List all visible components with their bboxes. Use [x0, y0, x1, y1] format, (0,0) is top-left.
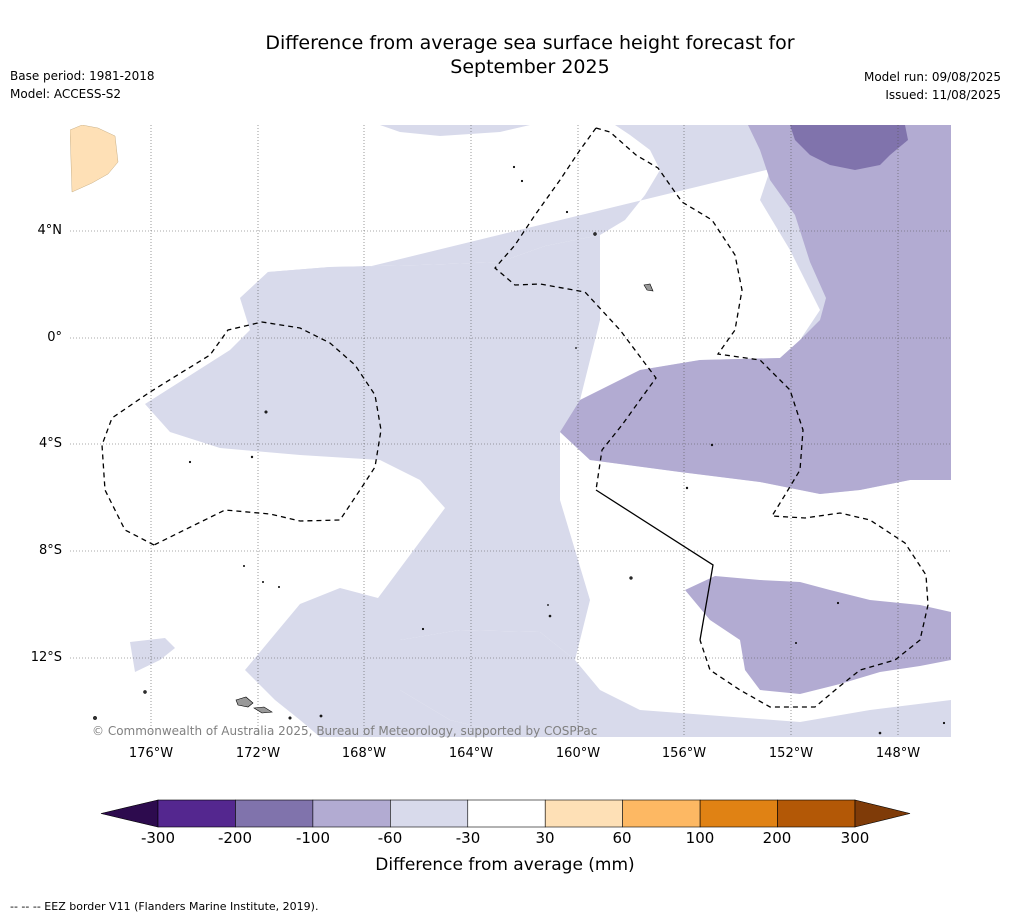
lon-tick-label: 160°W — [555, 746, 601, 761]
colorbar-segment — [777, 799, 856, 828]
graticule — [70, 125, 951, 737]
map-title-line1: Difference from average sea surface heig… — [265, 32, 795, 54]
lon-tick-label: 148°W — [875, 746, 921, 761]
lat-tick-label: 12°S — [30, 650, 62, 665]
maritime-boundary — [595, 489, 714, 641]
colorbar-tick-label: -100 — [295, 829, 331, 847]
lat-tick-label: 8°S — [38, 543, 62, 558]
colorbar-segment — [157, 799, 236, 828]
colorbar-tick-label: -200 — [217, 829, 253, 847]
model-name: Model: ACCESS-S2 — [10, 87, 122, 101]
copyright-notice: © Commonwealth of Australia 2025, Bureau… — [92, 724, 598, 738]
colorbar-tick-label: 100 — [685, 829, 715, 847]
colorbar-tick-label: -60 — [377, 829, 403, 847]
colorbar-extend-high — [854, 799, 911, 828]
colorbar-extend-low — [100, 799, 159, 828]
base-period: Base period: 1981-2018 — [10, 69, 155, 83]
colorbar-segment — [467, 799, 546, 828]
colorbar-segment — [622, 799, 701, 828]
anomaly-region-light-2 — [145, 235, 600, 737]
eez-footnote: -- -- -- EEZ border V11 (Flanders Marine… — [10, 900, 319, 913]
anomaly-region-medium-south — [685, 576, 951, 694]
anomaly-region-dark — [790, 125, 908, 170]
colorbar-tick-label: -30 — [455, 829, 481, 847]
anomaly-region-positive — [70, 125, 119, 193]
colorbar-tick-label: 30 — [535, 829, 555, 847]
lon-tick-label: 164°W — [448, 746, 494, 761]
colorbar-segment — [235, 799, 314, 828]
lon-tick-label: 156°W — [661, 746, 707, 761]
lon-tick-label: 176°W — [128, 746, 174, 761]
colorbar-tick-label: 200 — [762, 829, 792, 847]
colorbar-segment — [390, 799, 469, 828]
anomaly-region-light-3 — [380, 125, 530, 136]
colorbar-tick-label: 300 — [840, 829, 870, 847]
anomaly-region-medium-east — [560, 125, 951, 494]
colorbar-tick-label: -300 — [140, 829, 176, 847]
colorbar-tick-label: 60 — [612, 829, 632, 847]
map-area — [70, 125, 951, 737]
lon-tick-label: 172°W — [235, 746, 281, 761]
anomaly-region-light-4 — [130, 638, 175, 672]
model-run: Model run: 09/08/2025 — [863, 70, 1001, 84]
colorbar-segment — [312, 799, 391, 828]
islands — [93, 165, 946, 735]
lon-tick-label: 152°W — [768, 746, 814, 761]
map-title-line2: September 2025 — [450, 56, 610, 78]
lon-tick-label: 168°W — [341, 746, 387, 761]
lat-tick-label: 4°N — [37, 223, 63, 238]
colorbar-title: Difference from average (mm) — [375, 855, 635, 875]
issued-date: Issued: 11/08/2025 — [885, 88, 1001, 102]
colorbar-segment — [699, 799, 778, 828]
colorbar-segment — [544, 799, 623, 828]
lat-tick-label: 4°S — [38, 436, 62, 451]
lat-tick-label: 0° — [47, 330, 62, 345]
eez-borders — [101, 127, 929, 708]
